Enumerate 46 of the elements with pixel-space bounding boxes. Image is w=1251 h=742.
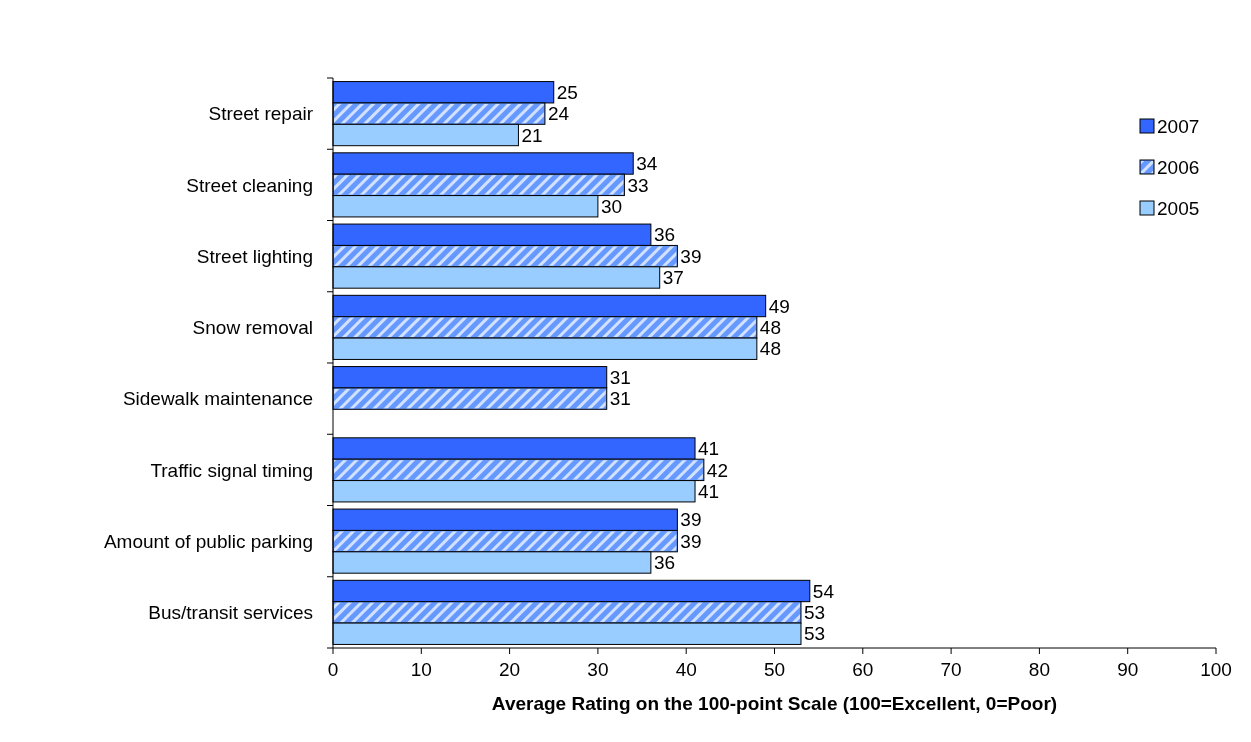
data-label: 31 xyxy=(609,388,631,410)
data-label: 48 xyxy=(759,317,781,339)
y-tick-label: Street lighting xyxy=(196,245,313,267)
data-label: 21 xyxy=(521,124,543,146)
x-tick-label: 100 xyxy=(1200,659,1232,680)
data-label: 34 xyxy=(636,153,658,175)
y-tick-label: Snow removal xyxy=(192,317,313,339)
data-label: 37 xyxy=(662,267,684,289)
x-tick-label: 0 xyxy=(327,659,339,680)
x-tick-label: 80 xyxy=(1028,659,1050,680)
data-label: 42 xyxy=(706,459,728,481)
x-axis-title: Average Rating on the 100-point Scale (100=Excellent, 0=Poor) xyxy=(491,693,1058,714)
data-label: 54 xyxy=(812,580,835,602)
data-label: 33 xyxy=(627,174,649,196)
x-tick-label: 70 xyxy=(940,659,962,680)
data-label: 31 xyxy=(609,366,631,388)
data-label: 53 xyxy=(803,602,826,624)
x-tick-label: 10 xyxy=(410,659,432,680)
data-label: 39 xyxy=(680,509,702,531)
legend-label: 2007 xyxy=(1157,115,1200,137)
x-tick-label: 20 xyxy=(499,659,521,680)
data-label: 25 xyxy=(556,81,578,103)
data-label: 39 xyxy=(680,530,702,552)
legend-label: 2005 xyxy=(1157,197,1200,219)
x-tick-label: 90 xyxy=(1117,659,1139,680)
data-label: 48 xyxy=(759,338,781,360)
y-tick-label: Street cleaning xyxy=(186,174,313,196)
data-label: 49 xyxy=(768,295,790,317)
data-label: 36 xyxy=(653,552,676,574)
data-label: 41 xyxy=(698,480,720,502)
data-label: 24 xyxy=(547,103,570,125)
data-label: 53 xyxy=(803,623,826,645)
y-tick-label: Street repair xyxy=(208,103,314,125)
x-tick-label: 30 xyxy=(587,659,609,680)
data-label: 39 xyxy=(680,245,702,267)
data-label: 30 xyxy=(600,195,623,217)
x-tick-label: 50 xyxy=(763,659,786,680)
data-label: 41 xyxy=(698,438,720,460)
data-label: 36 xyxy=(653,224,676,246)
legend-label: 2006 xyxy=(1157,156,1200,178)
y-tick-label: Bus/transit services xyxy=(148,602,313,624)
y-tick-label: Amount of public parking xyxy=(103,530,313,552)
y-tick-label: Sidewalk maintenance xyxy=(122,388,313,410)
y-tick-label: Traffic signal timing xyxy=(150,459,313,481)
x-tick-label: 60 xyxy=(852,659,874,680)
x-tick-label: 40 xyxy=(675,659,697,680)
